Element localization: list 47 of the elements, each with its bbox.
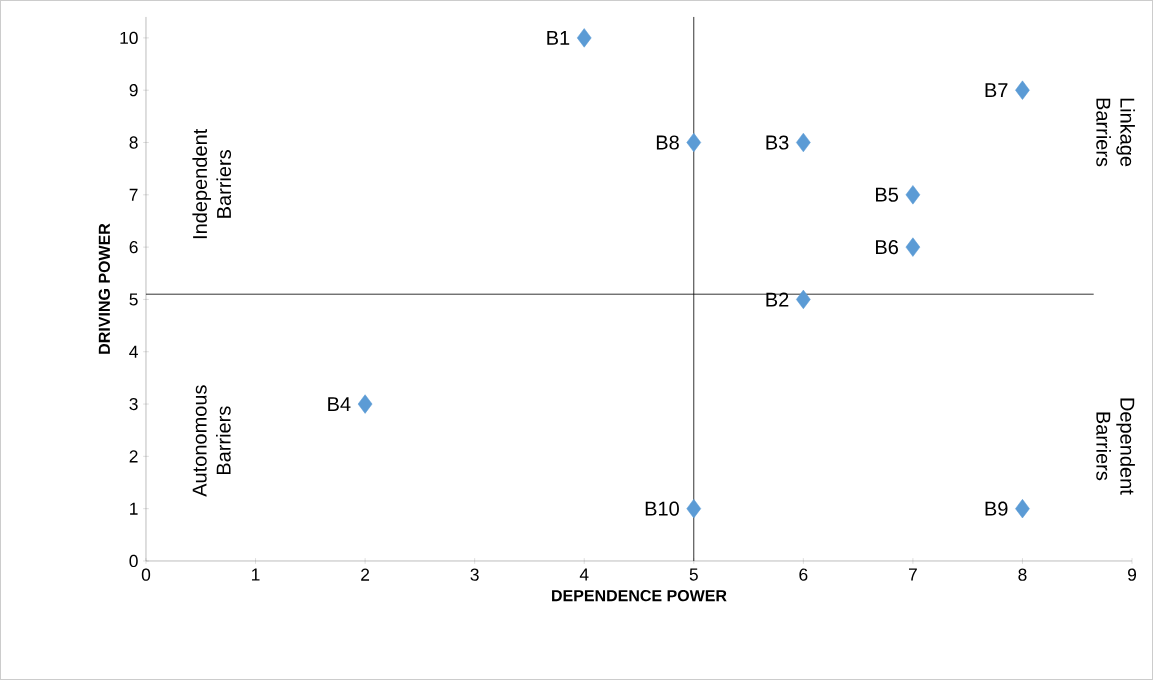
y-axis-title: DRIVING POWER (98, 223, 110, 354)
y-tick-label: 5 (129, 293, 138, 306)
point (1015, 80, 1030, 100)
y-tick-label: 6 (129, 240, 138, 254)
y-tick-label: 3 (129, 397, 138, 411)
annotation: B8 (656, 135, 679, 150)
y-tick-label: 10 (120, 31, 138, 45)
point (686, 132, 702, 153)
point (905, 185, 921, 205)
y-tick-label: 7 (129, 188, 138, 201)
y-tick-label: 0 (129, 554, 138, 568)
y-tick-label: 2 (129, 450, 138, 463)
annotation: B7 (985, 83, 1008, 98)
annotation: B4 (328, 397, 351, 411)
x-tick-label: 7 (908, 568, 917, 581)
x-axis-title: DEPENDENCE POWER (552, 589, 727, 602)
annotation: B5 (876, 187, 899, 202)
x-tick-label: 4 (579, 568, 589, 581)
point (686, 499, 702, 519)
point (1015, 499, 1030, 519)
annotation: B9 (985, 501, 1008, 516)
annotation: B3 (766, 135, 789, 150)
x-tick-label: 8 (1018, 568, 1027, 581)
x-tick-label: 5 (689, 568, 698, 581)
point (796, 132, 811, 153)
x-tick-label: 1 (252, 568, 260, 581)
annotation: Independent Barriers (192, 128, 232, 239)
annotation: Dependent Barriers (1096, 398, 1135, 495)
x-tick-label: 6 (799, 568, 808, 581)
y-tick-label: 4 (129, 345, 138, 358)
annotation: Linkage Barriers (1096, 98, 1135, 167)
annotation: B10 (645, 501, 679, 516)
point (905, 237, 921, 257)
point (576, 28, 592, 48)
point (357, 394, 373, 414)
y-tick-label: 1 (130, 502, 138, 515)
point (796, 289, 811, 310)
x-tick-label: 2 (361, 568, 370, 581)
annotation: B6 (876, 240, 898, 255)
annotation: Autonomous Barriers (192, 385, 231, 497)
y-tick-label: 8 (129, 136, 138, 149)
x-tick-label: 3 (470, 568, 479, 581)
x-tick-label: 0 (141, 568, 151, 581)
x-tick-label: 9 (1128, 568, 1137, 581)
annotation: B2 (766, 292, 789, 307)
annotation: B1 (547, 31, 570, 45)
y-tick-label: 9 (129, 84, 138, 97)
